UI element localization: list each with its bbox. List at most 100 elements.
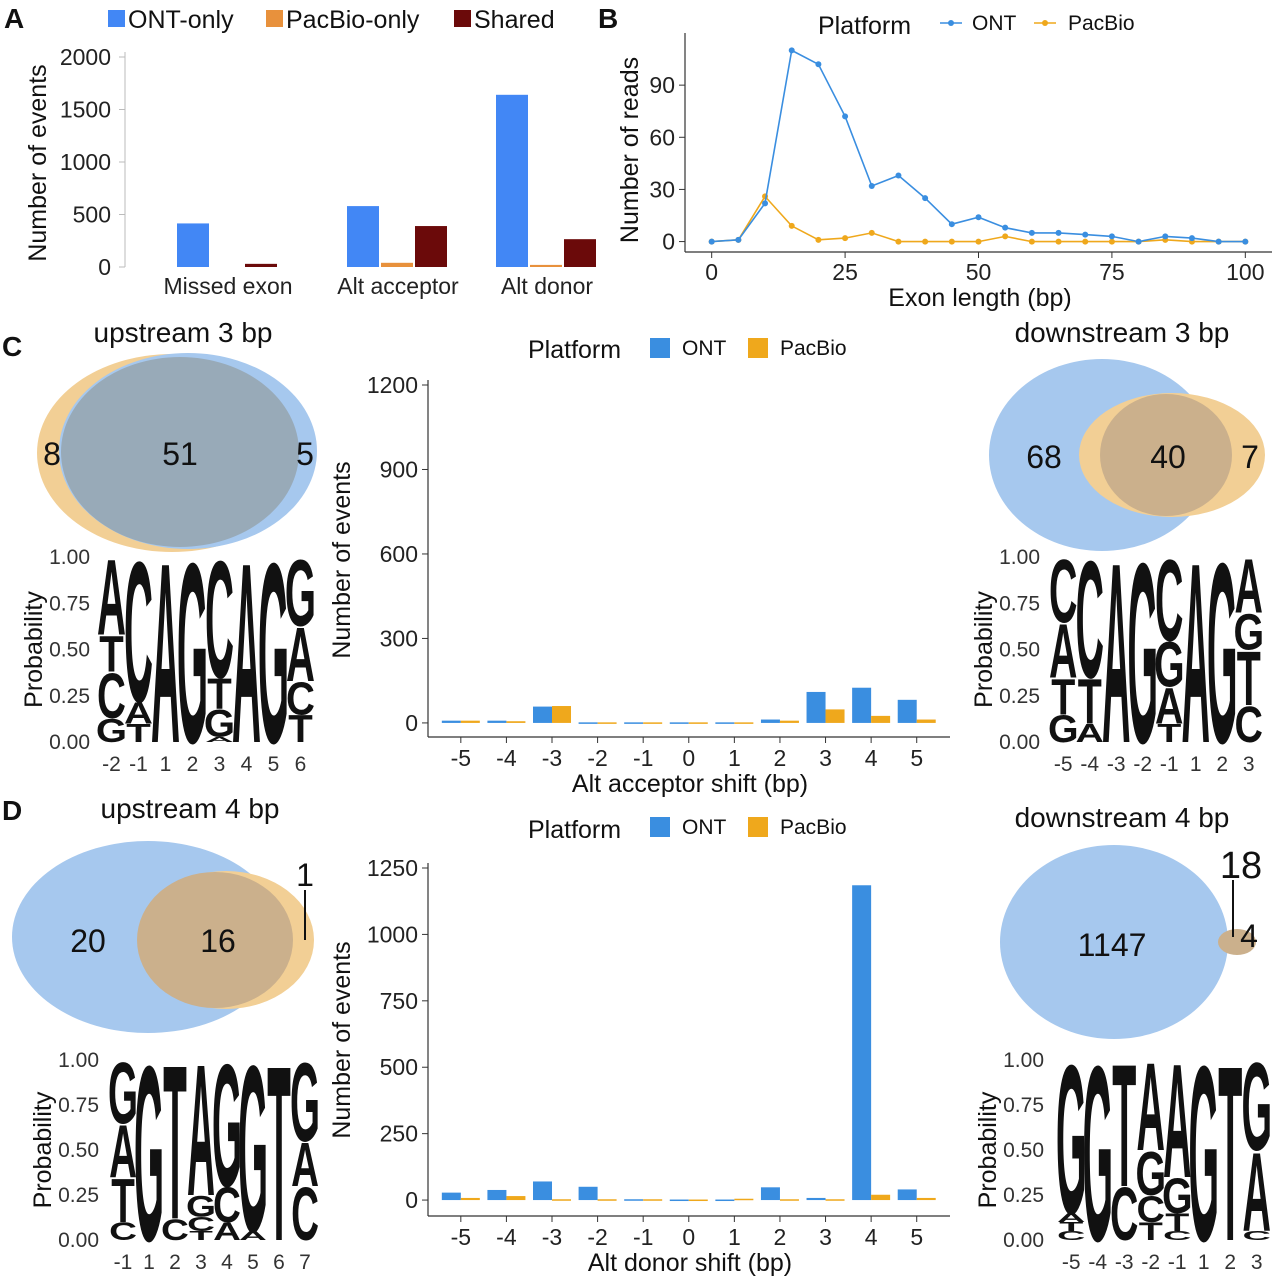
panel-c-ylabel: Number of events: [328, 461, 356, 658]
logo-letter-A: A: [187, 1025, 215, 1236]
x-tick-label: 5: [910, 1224, 923, 1250]
x-tick-label: 75: [1099, 259, 1125, 285]
bar-ont: [897, 1189, 917, 1201]
y-tick-label: 0: [405, 1187, 418, 1213]
point-pacbio: [948, 238, 955, 245]
logo-x-tick-label: -4: [1088, 1251, 1107, 1274]
logo-y-tick-label: 1.00: [1003, 1049, 1044, 1072]
point-ont: [1082, 231, 1089, 238]
bar-pacbio: [825, 709, 845, 723]
bar-ont: [760, 719, 780, 723]
logo-letter-C: C: [161, 1214, 189, 1247]
logo-y-tick-label: 1.00: [999, 546, 1040, 569]
logo-x-tick-label: -1: [129, 753, 148, 776]
logo-letter-G: G: [186, 1191, 216, 1224]
logo-c-downstream: Probability0.000.250.500.751.00GTAC-5ATC…: [970, 510, 1264, 797]
logo-y-tick-label: 0.00: [999, 731, 1040, 754]
logo-y-tick-label: 0.50: [999, 639, 1040, 662]
y-tick-label: 600: [380, 541, 418, 567]
panel-d-legend-title: Platform: [528, 816, 621, 844]
logo-letter-A: A: [232, 510, 261, 796]
logo-letter-G: G: [238, 1017, 268, 1280]
logo-letter-G: G: [285, 541, 316, 647]
venn-count-pacbio-only: 18: [1220, 845, 1262, 887]
logo-letter-T: T: [1078, 667, 1102, 738]
point-ont: [762, 200, 769, 207]
logo-letter-G: G: [134, 1014, 164, 1280]
logo-letter-C: C: [109, 1218, 137, 1246]
y-tick-label: 500: [380, 1054, 418, 1080]
venn-count-shared: 51: [162, 436, 198, 472]
logo-y-tick-label: 1.00: [49, 546, 90, 569]
logo-letter-A: A: [1235, 543, 1263, 629]
bar-ont: [441, 720, 461, 723]
x-tick-label: 0: [705, 259, 718, 285]
logo-letter-C: C: [1155, 537, 1183, 666]
x-tick-label: 100: [1226, 259, 1264, 285]
logo-letter-A: A: [151, 510, 180, 796]
venn-count-pacbio-only: 1: [296, 857, 314, 893]
legend-swatch-ont-c: [650, 338, 670, 358]
logo-letter-T: T: [1165, 1208, 1189, 1236]
bar-ont: [806, 1197, 826, 1201]
point-ont: [975, 214, 982, 221]
venn-title: upstream 3 bp: [94, 317, 273, 348]
x-tick-label: 25: [832, 259, 858, 285]
legend-swatch-pacbio-only: [266, 10, 283, 27]
logo-letter-G: G: [290, 1039, 320, 1165]
logo-letter-C: C: [1243, 1229, 1271, 1243]
logo-x-tick-label: -1: [114, 1251, 133, 1274]
point-pacbio: [1108, 238, 1115, 245]
logo-letter-C: C: [205, 526, 234, 713]
venn-d-downstream: downstream 4 bp 1147 18 4: [1000, 802, 1262, 1039]
logo-letter-G: G: [204, 702, 235, 745]
panel-label-a: A: [4, 3, 24, 34]
x-tick-label: -5: [451, 745, 471, 771]
x-tick-label: -2: [587, 745, 607, 771]
x-tick-label: -3: [542, 745, 562, 771]
logo-y-tick-label: 0.75: [49, 592, 90, 615]
bar-ont-only: [347, 206, 379, 267]
logo-x-tick-label: 1: [1198, 1251, 1210, 1274]
point-ont: [735, 236, 742, 243]
point-pacbio: [815, 236, 822, 243]
logo-letter-A: A: [1182, 510, 1210, 797]
logo-letter-A: A: [205, 735, 234, 744]
point-pacbio: [868, 229, 875, 236]
logo-x-tick-label: 7: [299, 1251, 311, 1274]
logo-letter-T: T: [207, 669, 232, 718]
logo-x-tick-label: 3: [1243, 753, 1255, 776]
legend-label-shared: Shared: [474, 6, 555, 34]
legend-swatch-ont-d: [650, 817, 670, 837]
venn-count-pacbio-only: 8: [43, 436, 61, 472]
bar-ont: [487, 720, 507, 723]
logo-letter-A: A: [1049, 608, 1077, 694]
venn-overlap: [1100, 394, 1232, 516]
logo-letter-G: G: [1207, 510, 1238, 797]
logo-letter-G: G: [1154, 630, 1185, 701]
venn-count-shared: 16: [200, 923, 236, 959]
x-tick-label: 50: [966, 259, 992, 285]
bar-pacbio: [825, 1199, 845, 1201]
logo-x-tick-label: -1: [1168, 1251, 1187, 1274]
point-ont: [788, 47, 795, 54]
point-ont: [1055, 229, 1062, 236]
logo-x-tick-label: -5: [1054, 753, 1073, 776]
bar-shared: [245, 263, 277, 267]
logo-ylabel: Probability: [20, 591, 48, 708]
point-pacbio: [788, 222, 795, 229]
venn-circle-pacbio: [1218, 929, 1256, 955]
panel-d-legend: Platform ONT PacBio: [528, 816, 847, 844]
logo-y-tick-label: 0.00: [49, 731, 90, 754]
legend-point-pacbio: [1042, 20, 1048, 26]
bar-pacbio: [506, 721, 526, 723]
logo-letter-G: G: [1241, 1037, 1272, 1177]
panel-label-d: D: [2, 795, 22, 826]
venn-overlap: [137, 872, 293, 1008]
bar-pacbio: [460, 720, 480, 723]
bar-ont: [533, 1181, 553, 1201]
bar-ont: [806, 691, 826, 723]
logo-letter-C: C: [97, 662, 126, 733]
legend-swatch-shared: [454, 10, 471, 27]
bar-shared: [415, 226, 447, 267]
